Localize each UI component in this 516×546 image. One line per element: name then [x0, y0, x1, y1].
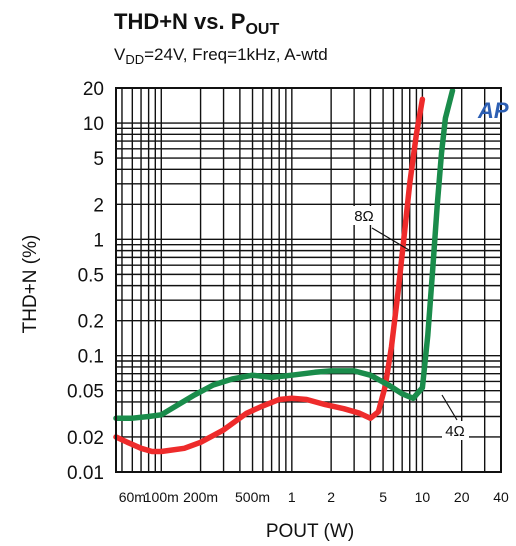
- grid: [116, 88, 501, 472]
- chart-title-main: THD+N vs. P: [114, 9, 245, 34]
- label-8ohm: 8Ω: [354, 208, 374, 225]
- chart-subtitle-subscript: DD: [125, 52, 144, 67]
- y-tick-label: 0.05: [67, 382, 104, 403]
- chart-title: THD+N vs. POUT: [114, 9, 279, 38]
- y-tick-label: 0.02: [67, 428, 104, 449]
- chart-subtitle-v: V: [114, 45, 126, 64]
- x-tick-label: 100m: [144, 489, 179, 505]
- series-group: [113, 87, 456, 455]
- series-line-4ohm: [113, 87, 456, 421]
- x-tick-label: 60m: [119, 489, 146, 505]
- x-tick-label: 40: [493, 489, 509, 505]
- y-tick-label: 0.5: [78, 265, 104, 286]
- x-tick-label: 5: [379, 489, 387, 505]
- x-tick-label: 200m: [183, 489, 218, 505]
- x-tick-label: 10: [415, 489, 431, 505]
- x-tick-label: 1: [288, 489, 296, 505]
- ap-logo: AP: [477, 98, 509, 123]
- y-tick-label: 5: [93, 149, 104, 170]
- series-line-8ohm: [113, 96, 426, 455]
- x-tick-label: 500m: [235, 489, 270, 505]
- y-tick-label: 10: [83, 114, 104, 135]
- label-4ohm: 4Ω: [445, 423, 465, 440]
- label-4ohm-background: [442, 421, 469, 440]
- y-tick-label: 0.01: [67, 463, 104, 484]
- label-8ohm-leader: [371, 227, 410, 251]
- label-4ohm-leader: [441, 394, 458, 421]
- y-tick-label: 2: [93, 195, 104, 216]
- chart-title-subscript: OUT: [245, 21, 279, 38]
- y-axis-label: THD+N (%): [20, 235, 41, 334]
- x-tick-label: 2: [327, 489, 335, 505]
- x-axis-label: POUT (W): [266, 521, 354, 542]
- chart-subtitle-rest: =24V, Freq=1kHz, A-wtd: [144, 45, 328, 64]
- y-tick-label: 0.2: [78, 312, 104, 333]
- y-tick-label: 20: [83, 79, 104, 100]
- y-tick-labels: 20 10 5 2 1 0.5 0.2 0.1 0.05 0.02 0.01: [67, 79, 104, 484]
- x-axis-label-text: POUT (W): [266, 521, 354, 542]
- label-8ohm-background: [351, 206, 378, 225]
- annotations: 8Ω 4Ω: [351, 206, 469, 440]
- y-tick-label: 0.1: [78, 347, 104, 368]
- plot-frame: [115, 87, 502, 473]
- x-tick-label: 20: [454, 489, 470, 505]
- chart-subtitle: VDD=24V, Freq=1kHz, A-wtd: [114, 45, 328, 67]
- y-tick-label: 1: [93, 230, 104, 251]
